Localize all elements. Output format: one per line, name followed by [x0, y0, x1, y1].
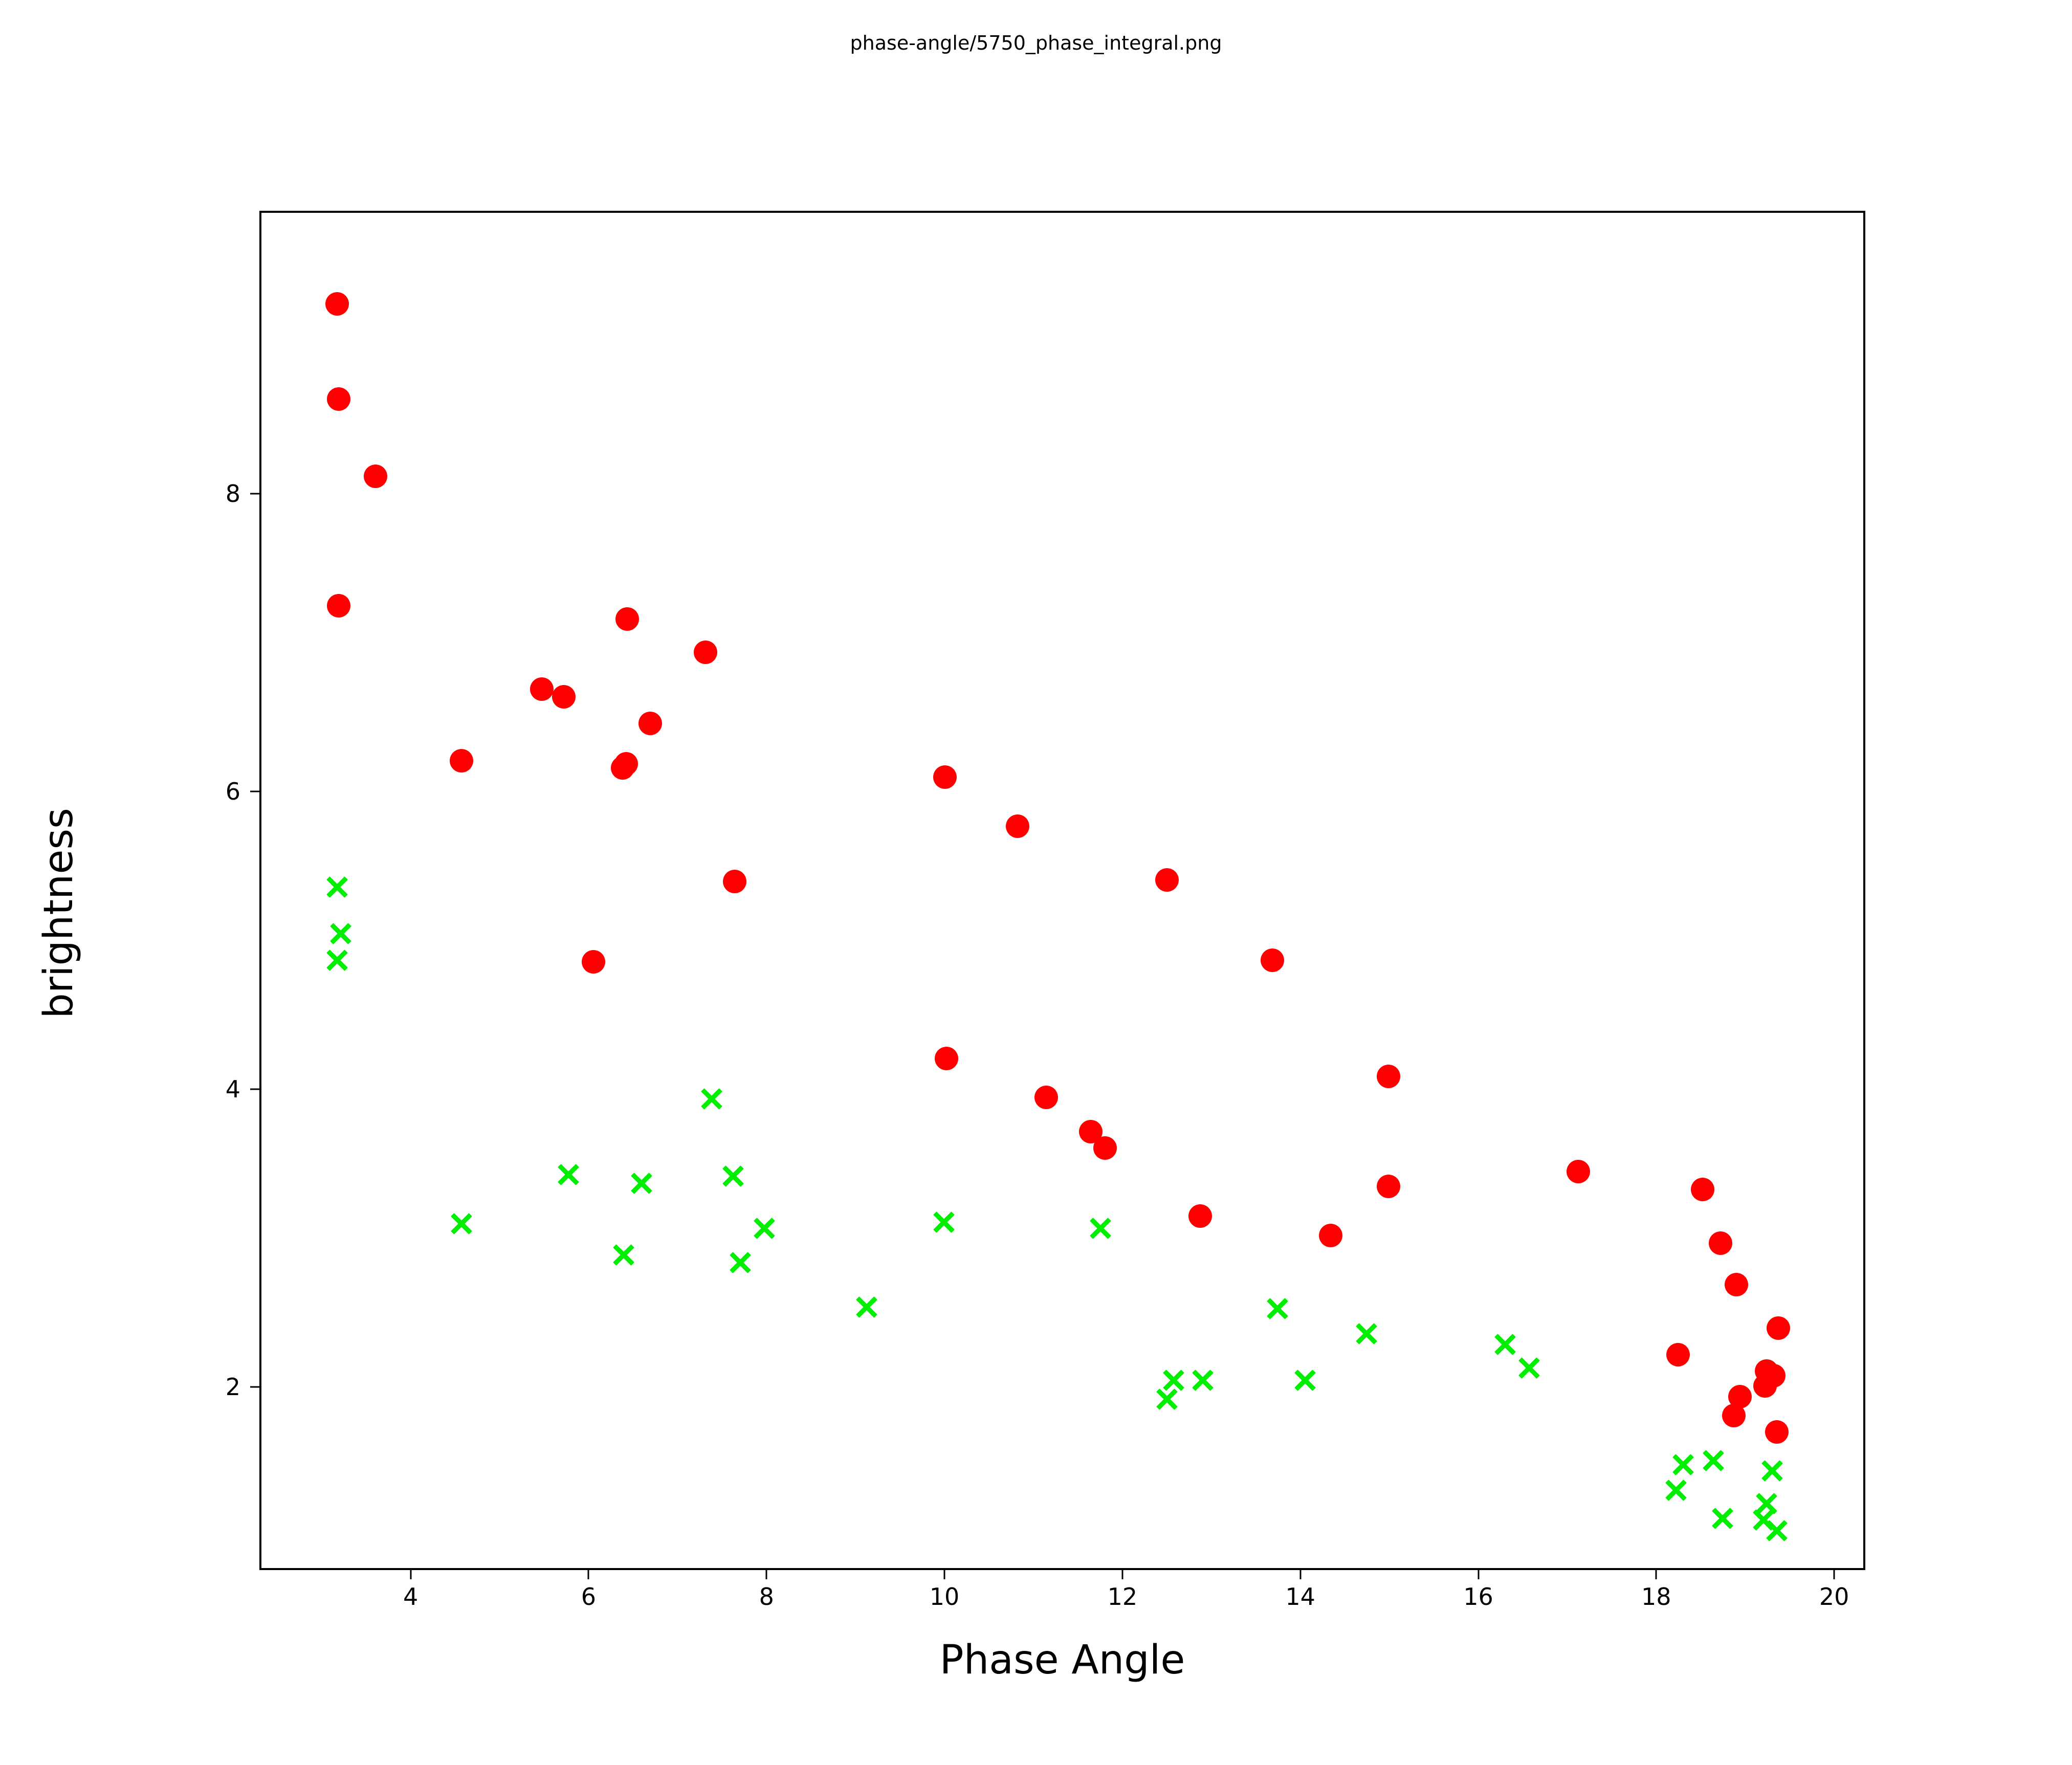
data-point-circle	[327, 387, 351, 411]
data-point-circle	[1767, 1316, 1791, 1340]
y-tick-label: 6	[225, 777, 240, 805]
data-point-cross	[730, 1252, 751, 1273]
x-tick-mark	[1478, 1570, 1479, 1579]
data-point-circle	[1034, 1085, 1058, 1109]
data-point-circle	[1377, 1175, 1401, 1199]
data-point-cross	[1267, 1298, 1288, 1319]
x-tick-label: 14	[1285, 1583, 1315, 1610]
data-point-circle	[325, 292, 349, 316]
data-point-cross	[754, 1218, 775, 1239]
x-tick-label: 16	[1463, 1583, 1493, 1610]
data-point-cross	[1156, 1388, 1178, 1410]
data-point-cross	[1192, 1370, 1214, 1391]
data-point-circle	[935, 1046, 959, 1070]
data-point-circle	[581, 950, 605, 974]
x-tick-label: 8	[759, 1583, 774, 1610]
y-tick-mark	[250, 493, 259, 495]
data-point-cross	[722, 1165, 744, 1187]
data-point-circle	[611, 756, 635, 780]
data-point-cross	[613, 1244, 634, 1266]
data-point-cross	[1712, 1508, 1733, 1529]
data-point-circle	[1691, 1178, 1715, 1202]
data-point-circle	[363, 465, 387, 489]
x-tick-label: 6	[581, 1583, 597, 1610]
x-tick-mark	[765, 1570, 767, 1579]
data-point-cross	[1294, 1370, 1316, 1391]
x-tick-label: 18	[1641, 1583, 1671, 1610]
x-tick-mark	[1299, 1570, 1302, 1579]
data-point-circle	[1753, 1374, 1777, 1398]
data-point-cross	[1356, 1323, 1377, 1344]
x-tick-mark	[943, 1570, 945, 1579]
data-point-cross	[1672, 1454, 1694, 1475]
data-point-cross	[1163, 1370, 1184, 1391]
data-point-circle	[1725, 1273, 1749, 1297]
y-axis-title: brightness	[36, 808, 82, 1019]
data-point-cross	[933, 1211, 955, 1233]
data-point-circle	[1260, 948, 1284, 972]
data-point-cross	[701, 1088, 722, 1110]
y-tick-label: 4	[225, 1075, 240, 1103]
figure-title: phase-angle/5750_phase_integral.png	[850, 32, 1222, 54]
data-point-circle	[1319, 1224, 1343, 1248]
x-axis-title: Phase Angle	[939, 1637, 1185, 1683]
x-tick-label: 10	[929, 1583, 960, 1610]
data-points-layer	[261, 213, 1863, 1568]
data-point-cross	[1494, 1334, 1516, 1355]
x-tick-label: 4	[403, 1583, 418, 1610]
data-point-circle	[1006, 814, 1030, 838]
data-point-circle	[1188, 1204, 1212, 1228]
data-point-cross	[1090, 1218, 1111, 1239]
data-point-circle	[450, 748, 474, 773]
data-point-circle	[1155, 868, 1179, 892]
data-point-circle	[933, 765, 957, 789]
x-tick-mark	[1121, 1570, 1123, 1579]
data-point-circle	[1722, 1404, 1746, 1428]
data-point-cross	[1665, 1480, 1687, 1501]
data-point-circle	[1377, 1064, 1401, 1088]
data-point-cross	[326, 950, 348, 971]
x-tick-mark	[1833, 1570, 1835, 1579]
data-point-cross	[326, 876, 348, 898]
data-point-cross	[1703, 1450, 1724, 1471]
data-point-circle	[327, 594, 351, 618]
x-tick-mark	[587, 1570, 589, 1579]
y-tick-label: 2	[225, 1373, 240, 1401]
data-point-cross	[558, 1164, 579, 1185]
data-point-circle	[693, 640, 717, 664]
data-point-circle	[1765, 1420, 1789, 1444]
y-tick-label: 8	[225, 479, 240, 508]
data-point-cross	[451, 1213, 472, 1234]
data-point-circle	[1709, 1231, 1733, 1255]
data-point-circle	[1666, 1343, 1690, 1367]
data-point-circle	[1566, 1160, 1590, 1184]
data-point-circle	[1093, 1136, 1117, 1160]
plot-area	[259, 211, 1865, 1570]
data-point-cross	[1766, 1520, 1788, 1541]
x-tick-label: 12	[1107, 1583, 1138, 1610]
data-point-cross	[1761, 1460, 1783, 1482]
data-point-cross	[1518, 1357, 1540, 1379]
x-tick-label: 20	[1819, 1583, 1849, 1610]
data-point-cross	[856, 1296, 877, 1318]
data-point-circle	[552, 685, 576, 709]
y-tick-mark	[250, 1386, 259, 1388]
data-point-circle	[638, 712, 662, 736]
data-point-circle	[615, 607, 639, 631]
x-tick-mark	[410, 1570, 412, 1579]
y-tick-mark	[250, 790, 259, 792]
data-point-circle	[723, 869, 747, 893]
x-tick-mark	[1655, 1570, 1657, 1579]
data-point-circle	[530, 677, 554, 701]
data-point-cross	[631, 1173, 652, 1194]
data-point-cross	[330, 923, 351, 944]
y-tick-mark	[250, 1088, 259, 1090]
